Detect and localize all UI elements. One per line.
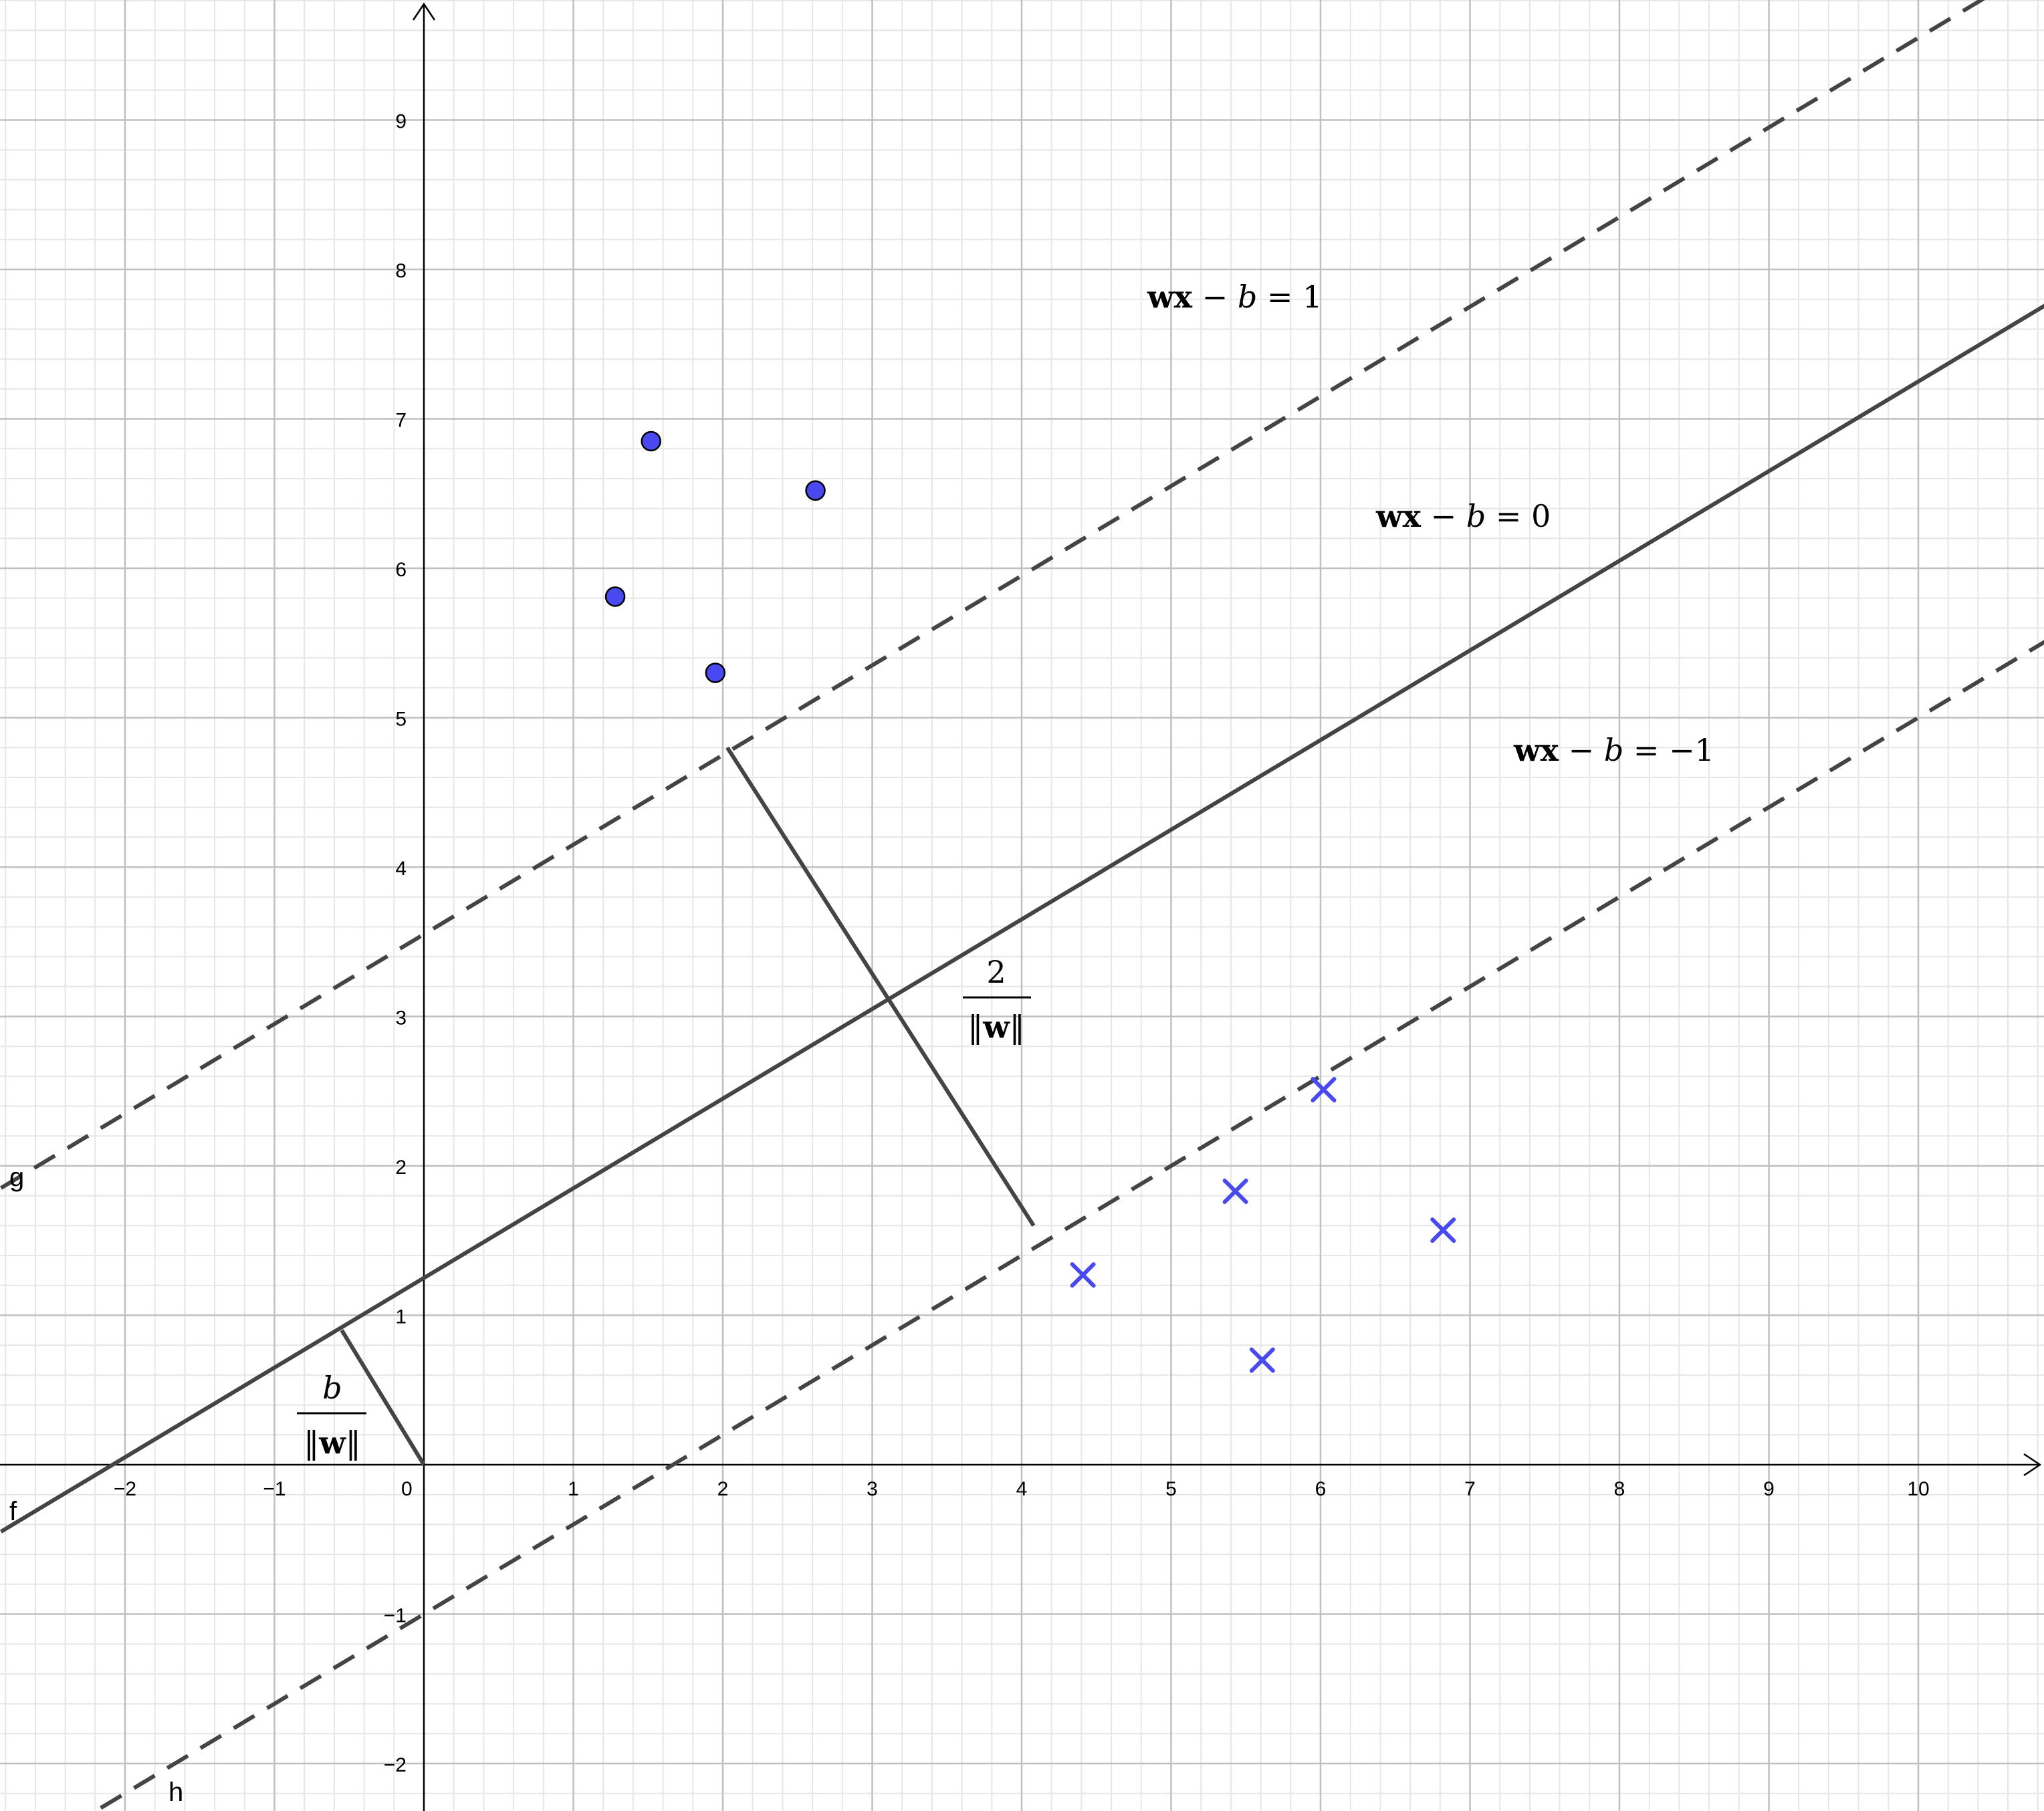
margin-width-fraction: 2 ‖w‖ (963, 954, 1031, 1045)
y-axis-arrow (412, 2, 436, 21)
x-tick-label: 1 (568, 1478, 579, 1500)
negative-class-point (1311, 1077, 1337, 1103)
equation-upper-bold: wx (1147, 279, 1193, 315)
margin-fraction-w: w (982, 1009, 1010, 1045)
equation-lower-minus: − (1559, 732, 1604, 768)
cross-stroke (1070, 1262, 1096, 1288)
line-label-h: h (168, 1778, 183, 1807)
equation-lower-b: b (1604, 732, 1623, 768)
offset-fraction-w: w (318, 1425, 346, 1461)
margin-fraction-norm-right: ‖ (1010, 1009, 1025, 1045)
negative-class-point (1222, 1178, 1248, 1204)
x-axis-arrow (2023, 1453, 2042, 1477)
positive-class-point (705, 662, 726, 683)
x-tick-label: −2 (114, 1478, 136, 1500)
equation-boundary-b: b (1466, 498, 1486, 534)
x-tick-label: 2 (717, 1478, 729, 1500)
equation-boundary-rhs: = 0 (1486, 498, 1551, 534)
offset-fraction-denominator: ‖w‖ (304, 1425, 361, 1461)
line-f (0, 304, 2044, 1534)
cross-stroke (1222, 1178, 1248, 1204)
x-tick-label: 4 (1016, 1478, 1028, 1500)
line-label-g: g (9, 1163, 24, 1192)
y-tick-label: 9 (395, 111, 407, 133)
x-tick-label: 6 (1315, 1478, 1327, 1500)
y-tick-label: 2 (395, 1157, 407, 1179)
offset-segment (340, 1329, 426, 1466)
x-tick-label: −1 (263, 1478, 286, 1500)
negative-class-point (1249, 1347, 1275, 1373)
y-tick-label: 5 (395, 709, 407, 731)
equation-upper-margin: wx − b = 1 (1147, 279, 1322, 315)
equation-lower-rhs: = −1 (1623, 732, 1714, 768)
negative-class-point (1430, 1217, 1456, 1243)
equation-upper-rhs: = 1 (1257, 279, 1322, 315)
y-tick-label: 4 (395, 858, 407, 880)
equation-boundary-bold: wx (1375, 498, 1422, 534)
offset-fraction: b ‖w‖ (297, 1370, 366, 1461)
equation-lower-bold: wx (1513, 732, 1559, 768)
y-tick-label: 7 (395, 410, 407, 432)
x-tick-label: 3 (867, 1478, 878, 1500)
negative-class-point (1070, 1262, 1096, 1288)
line-label-f: f (9, 1497, 17, 1526)
equation-upper-minus: − (1192, 279, 1238, 315)
offset-fraction-norm-right: ‖ (346, 1425, 361, 1461)
x-tick-label: 10 (1907, 1478, 1929, 1500)
equation-decision-boundary: wx − b = 0 (1375, 498, 1551, 534)
cross-stroke (1430, 1217, 1456, 1243)
margin-fraction-denominator: ‖w‖ (968, 1009, 1025, 1045)
margin-segment (725, 746, 1036, 1227)
segments-layer (340, 746, 1036, 1466)
x-tick-label: 5 (1165, 1478, 1177, 1500)
y-tick-label: −1 (384, 1605, 407, 1627)
x-tick-label: 0 (401, 1478, 413, 1500)
y-tick-label: 6 (395, 559, 407, 581)
y-tick-label: 8 (395, 260, 407, 282)
cross-stroke (1311, 1077, 1337, 1103)
positive-class-point (641, 431, 661, 452)
equation-upper-b: b (1238, 279, 1257, 315)
y-tick-label: 3 (395, 1007, 407, 1030)
offset-fraction-norm-left: ‖ (304, 1425, 319, 1461)
y-tick-label: −2 (384, 1754, 407, 1776)
margin-fraction-numerator: 2 (986, 954, 1006, 990)
equation-boundary-minus: − (1421, 498, 1466, 534)
cross-stroke (1249, 1347, 1275, 1373)
x-tick-label: 7 (1464, 1478, 1476, 1500)
positive-class-point (604, 586, 626, 607)
x-tick-label: 9 (1763, 1478, 1775, 1500)
equation-lower-margin: wx − b = −1 (1513, 732, 1714, 768)
positive-class-point (805, 480, 826, 501)
margin-fraction-norm-left: ‖ (968, 1009, 983, 1045)
line-g (0, 0, 1986, 1190)
points-layer (604, 431, 1456, 1373)
y-tick-label: 1 (395, 1306, 407, 1328)
line-h (92, 640, 2044, 1811)
offset-fraction-numerator: b (322, 1370, 342, 1406)
x-tick-label: 8 (1614, 1478, 1625, 1500)
